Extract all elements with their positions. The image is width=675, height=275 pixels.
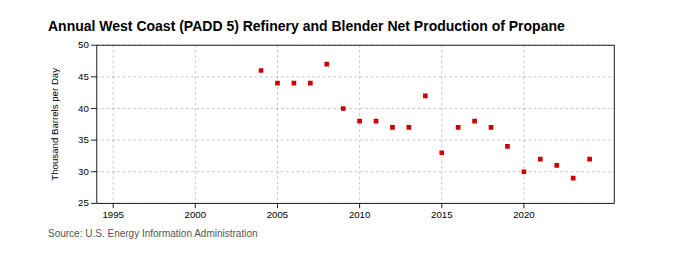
svg-text:40: 40 xyxy=(78,103,89,114)
svg-text:30: 30 xyxy=(78,166,89,177)
svg-text:2010: 2010 xyxy=(349,209,370,220)
svg-text:25: 25 xyxy=(78,197,89,208)
svg-text:2015: 2015 xyxy=(431,209,452,220)
svg-text:2005: 2005 xyxy=(267,209,288,220)
svg-text:2020: 2020 xyxy=(513,209,534,220)
html-text:Source: U.S. Energy Informatio: Source: U.S. Energy Information Administ… xyxy=(48,227,258,239)
svg-text:50: 50 xyxy=(78,39,89,50)
svg-text:Thousand Barrels per Day: Thousand Barrels per Day xyxy=(49,68,60,181)
html-text:Annual West Coast (PADD 5) Ref: Annual West Coast (PADD 5) Refinery and … xyxy=(48,18,565,34)
svg-text:35: 35 xyxy=(78,134,89,145)
svg-text:45: 45 xyxy=(78,71,89,82)
svg-text:1995: 1995 xyxy=(102,209,123,220)
svg-text:2000: 2000 xyxy=(185,209,206,220)
